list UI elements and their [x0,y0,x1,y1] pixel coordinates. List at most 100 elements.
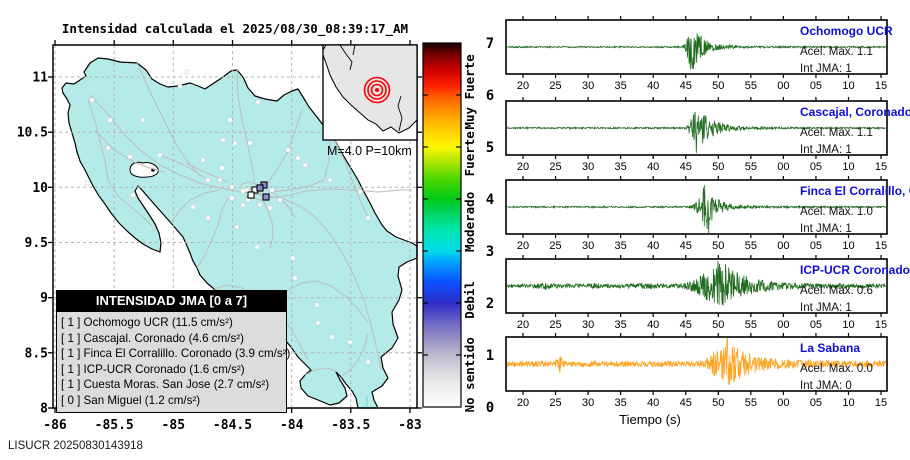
lon-tick-label: -84 [280,418,304,433]
intensity-jma-label: Int JMA: 0 [800,380,852,392]
seismogram-panel: 20 25 30 35 40 45 50 55 00 05 10 15 [505,333,888,409]
time-tick-label: 30 [582,161,594,173]
station-marker [245,197,251,203]
legend-item: [ 0 ] San Miguel (1.2 cm/s²) [61,393,201,407]
station-name-label: Finca El Corralillo, Coronado [800,184,910,198]
legend-title: INTENSIDAD JMA [0 a 7] [56,290,287,312]
time-tick-label: 50 [712,319,724,331]
epicenter-ring [370,83,384,97]
station-marker [157,152,163,158]
station-marker [267,205,273,211]
time-tick-label: 50 [712,240,724,252]
time-tick-label: 00 [777,161,789,173]
station-marker [314,302,320,308]
jma-legend: INTENSIDAD JMA [0 a 7] [ 1 ] Ochomogo UC… [56,290,291,413]
epicenter-icon [375,88,379,92]
time-tick-label: 50 [712,161,724,173]
station-marker [295,155,301,161]
station-marker [205,177,211,183]
time-tick-label: 45 [680,161,692,173]
station-marker [190,204,196,210]
intensity-jma-label: Int JMA: 1 [800,63,852,75]
time-tick-label: 30 [582,319,594,331]
station-marker [229,184,235,190]
seismogram-box [505,336,888,392]
time-tick-label: 05 [810,240,822,252]
seismogram-trace [507,111,886,154]
colorbar-gradient [422,42,462,408]
station-name-label: Ochomogo UCR [800,24,893,38]
credit-text: LISUCR 20250830143918 [8,440,143,452]
colorbar-value-label: 5 [486,140,494,156]
station-marker [254,244,260,250]
seismogram-trace [507,33,886,70]
seismogram-panel: 20 25 30 35 40 45 50 55 00 05 10 15 [505,16,888,92]
station-marker [285,147,291,153]
seismogram-panel: 20 25 30 35 40 45 50 55 00 05 10 15 [505,255,888,331]
time-tick-label: 00 [777,319,789,331]
time-tick-label: 00 [777,240,789,252]
station-marker [127,154,133,160]
time-tick-label: 55 [745,319,757,331]
time-tick-label: 40 [647,397,659,409]
time-tick-label: 45 [680,397,692,409]
inset-border-line [352,45,356,56]
lon-tick-label: -83 [398,418,421,433]
seismogram-trace [507,185,886,234]
intensity-jma-label: Int JMA: 1 [800,223,852,235]
legend-item: [ 1 ] Finca El Corralillo. Coronado (3.9… [61,347,291,361]
station-marker-intensity0 [247,191,255,199]
legend-items: [ 1 ] Ochomogo UCR (11.5 cm/s²) [ 1 ] Cas… [56,312,291,413]
colorbar-value-label: 0 [486,400,494,416]
time-tick-label: 40 [647,80,659,92]
station-marker [357,189,363,195]
time-tick-label: 30 [582,80,594,92]
station-marker [234,224,240,230]
station-marker [107,117,113,123]
station-marker [140,117,146,123]
time-tick-label: 20 [517,161,529,173]
legend-item: [ 1 ] Cascajal. Coronado (4.6 cm/s²) [61,331,244,345]
time-tick-label: 35 [615,397,627,409]
colorbar-value-label: 6 [486,88,494,104]
time-tick-label: 40 [647,240,659,252]
time-tick-label: 20 [517,240,529,252]
lon-tick-label: -85 [162,418,185,433]
station-marker [240,202,246,208]
time-tick-label: 40 [647,319,659,331]
seismogram-panels: 20 25 30 35 40 45 50 55 00 05 10 15 20 25 30 35 40 45 50 55… [505,16,888,409]
acceleration-max-label: Acel. Max. 1.1 [800,127,873,139]
station-marker [130,192,136,198]
time-tick-label: 55 [745,240,757,252]
station-marker [240,188,246,194]
lat-tick-label: 10.5 [17,126,48,141]
lat-tick-label: 9 [40,291,48,306]
inset-border-line [339,45,353,71]
station-marker [247,140,253,146]
station-marker [257,202,263,208]
inset-caption: M=4.0 P=10km [327,144,412,158]
time-tick-label: 15 [875,397,887,409]
time-tick-label: 10 [842,319,854,331]
time-tick-label: 30 [582,397,594,409]
time-tick-label: 05 [810,397,822,409]
station-marker [329,334,335,340]
time-tick-label: 20 [517,80,529,92]
station-marker [219,165,225,171]
map-axis-labels: -86 -85.5 -85 -84.5 -84 -83.5 -83 11 10.5 10 9.5 9 8… [17,71,422,434]
station-marker [315,320,321,326]
legend-item: [ 1 ] Cuesta Moras. San Jose (2.7 cm/s²) [61,378,270,392]
legend-item: [ 1 ] ICP-UCR Coronado (1.6 cm/s²) [61,362,245,376]
station-marker [269,187,275,193]
station-marker-intensity1 [262,193,270,201]
acceleration-max-label: Acel. Max. 0.6 [800,285,873,297]
station-marker [200,157,206,163]
colorbar-value-label: 3 [486,244,494,260]
station-marker [232,140,238,146]
lon-tick-label: -85.5 [95,418,134,433]
colorbar-category-label: Moderado [462,192,477,252]
seismogram-panel: 20 25 30 35 40 45 50 55 00 05 10 15 [505,176,888,252]
